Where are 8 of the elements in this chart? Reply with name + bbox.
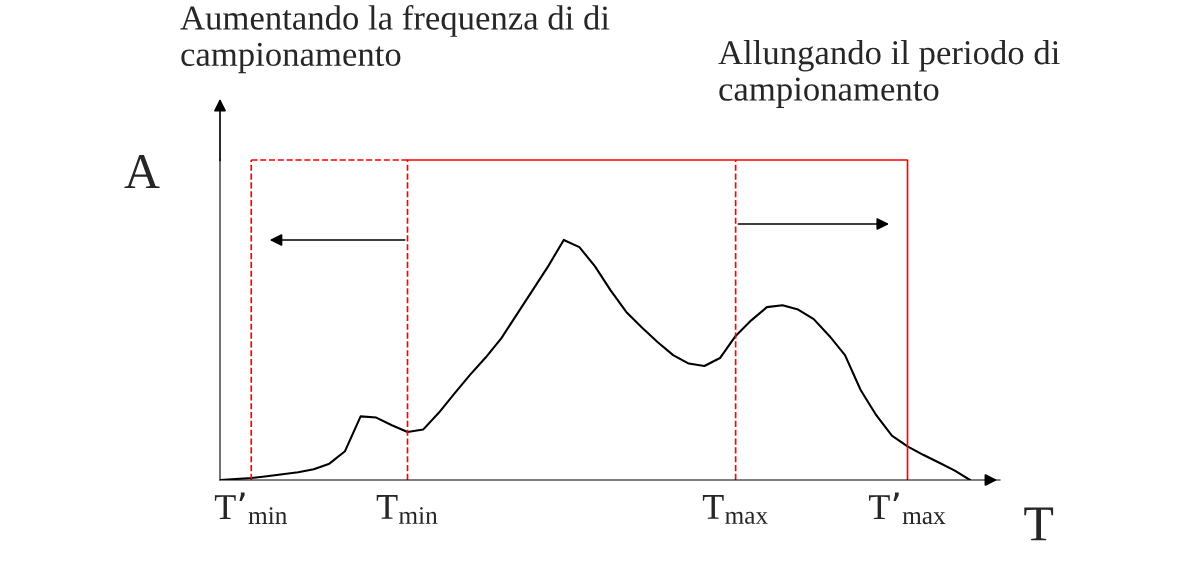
x-tick-label: T$_{min}$ [376,495,438,524]
x-tick-label: T’$_{min}$ [214,492,287,524]
text: Aumentando la frequenza di di campionamento [180,5,610,74]
y-axis-title: A [124,155,160,189]
x-tick-label: T$_{max}$ [702,495,768,524]
x-axis-title: T [1024,507,1054,541]
text: Allungando il periodo di campionamento [718,40,1060,108]
x-tick-label: T’$_{max}$ [868,492,946,525]
